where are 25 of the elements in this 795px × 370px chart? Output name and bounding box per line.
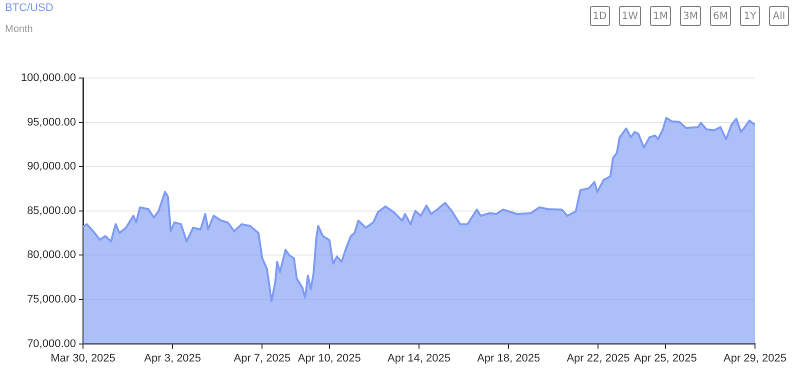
x-tick-label: Apr 14, 2025 xyxy=(388,352,450,364)
x-tick-label: Apr 25, 2025 xyxy=(634,352,697,364)
x-tick-label: Apr 18, 2025 xyxy=(477,352,540,364)
text: 1Y xyxy=(740,6,760,26)
y-tick-label: 100,000.00 xyxy=(20,72,76,84)
text: 6M xyxy=(710,6,731,26)
y-tick-label: 75,000.00 xyxy=(27,294,76,306)
text: All xyxy=(769,6,789,26)
x-tick-label: Apr 10, 2025 xyxy=(298,352,361,364)
text: 3M xyxy=(680,6,701,26)
y-tick-label: 90,000.00 xyxy=(27,160,76,173)
y-tick-label: 95,000.00 xyxy=(27,116,76,128)
y-tick-label: 85,000.00 xyxy=(27,204,76,217)
x-tick-label: Mar 30, 2025 xyxy=(50,352,116,364)
y-tick-label: 70,000.00 xyxy=(27,338,76,350)
x-tick-label: Apr 22, 2025 xyxy=(566,352,630,364)
chart-subtitle: Month xyxy=(5,24,33,35)
x-tick-label: Apr 29, 2025 xyxy=(724,352,786,364)
chart-title: BTC/USD xyxy=(5,2,54,14)
text: 1D xyxy=(590,6,610,26)
y-tick-label: 80,000.00 xyxy=(27,249,76,262)
x-tick-label: Apr 3, 2025 xyxy=(144,352,202,364)
x-tick-label: Apr 7, 2025 xyxy=(234,352,291,364)
text: 1W xyxy=(618,6,641,26)
text: 1M xyxy=(650,6,671,26)
